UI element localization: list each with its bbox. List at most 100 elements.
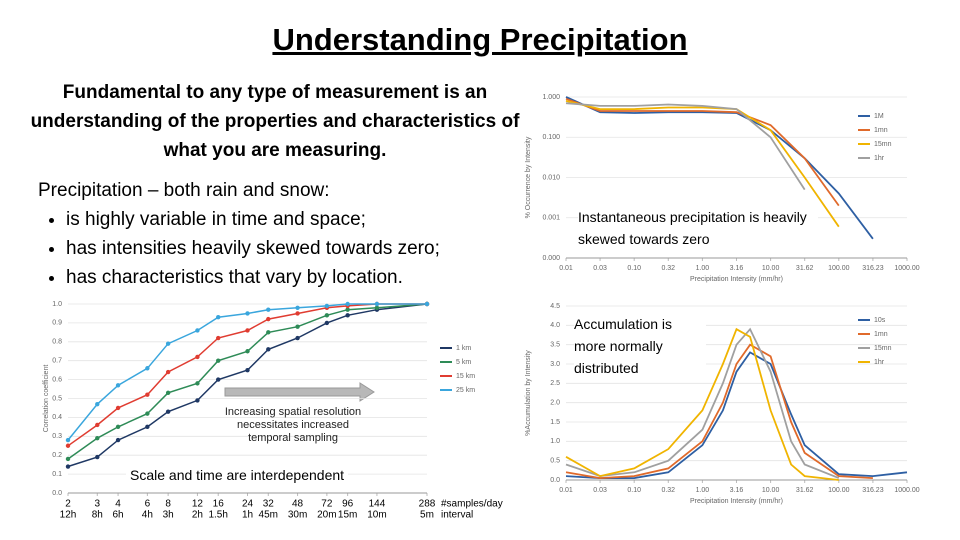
x-tick-label: 3.16 (730, 265, 744, 272)
x-tick-label: 0.03 (593, 487, 607, 494)
x-tick-label: 10.00 (762, 487, 780, 494)
point (245, 349, 250, 354)
y-tick-label: 3.5 (550, 342, 560, 349)
point (65, 464, 71, 469)
legend-label: 15mn (874, 141, 892, 148)
x-tick-label: 24 (242, 499, 254, 510)
x-tick-label: 0.32 (661, 487, 675, 494)
x-tick-label: 0.10 (627, 487, 641, 494)
x-tick-label: 144 (369, 499, 386, 510)
x-tick-label: 12 (192, 499, 204, 510)
point (245, 328, 250, 333)
arrow (224, 382, 375, 402)
y-tick-label: 0.001 (542, 215, 560, 222)
x-tick-label-2: 3h (163, 510, 174, 521)
point (245, 311, 250, 316)
legend-label: 1 km (456, 345, 471, 352)
x-tick-label: 0.01 (559, 265, 573, 272)
point (216, 335, 221, 341)
legend-label: 5 km (456, 359, 471, 366)
y-tick-label: 0.000 (542, 255, 560, 262)
legend-label: 1hr (874, 359, 885, 366)
point (345, 307, 350, 312)
annotation: Scale and time are interdependent (126, 464, 349, 486)
series-line (565, 327, 839, 481)
x-tick-label-2: 5m (420, 510, 434, 521)
y-tick-label: 0.3 (52, 433, 62, 440)
x-tick-label: 6 (145, 499, 151, 510)
legend-label: 15mn (874, 345, 892, 352)
point (295, 324, 300, 329)
point (65, 443, 71, 448)
point (324, 313, 330, 318)
point (65, 456, 71, 462)
series-line (67, 303, 428, 468)
list-heading: Precipitation – both rain and snow: (38, 180, 330, 201)
y-tick-label: 0.6 (52, 376, 62, 383)
y-axis-title: % Occurrence by Intensity (525, 136, 532, 218)
x-tick-label-2: 12h (60, 510, 77, 521)
point (216, 377, 221, 382)
x-tick-label-2: 8h (92, 510, 103, 521)
point (266, 307, 271, 312)
point (165, 409, 171, 414)
point (216, 358, 221, 363)
series-line (565, 351, 908, 479)
point (115, 383, 121, 388)
y-tick-label: 0.4 (52, 414, 62, 421)
point (266, 316, 271, 322)
x-tick-label: 1000.00 (894, 265, 919, 272)
series-line (67, 303, 427, 447)
legend-label: 1M (874, 113, 884, 120)
bullet-list: is highly variable in time and space; ha… (38, 205, 546, 292)
point (345, 313, 350, 318)
point (295, 335, 300, 341)
x-tick-label-2: 20m (317, 510, 336, 521)
annotation: Instantaneous precipitation is heavily s… (578, 206, 818, 250)
x-tick-label-2: 45m (259, 510, 278, 521)
y-tick-label: 0.8 (52, 339, 62, 346)
y-tick-label: 1.5 (550, 419, 560, 426)
point (374, 301, 380, 307)
x-axis-title: Precipitation Intensity (mm/hr) (690, 498, 783, 505)
y-tick-label: 0.5 (52, 395, 62, 402)
x-tick-label-2: 15m (338, 510, 357, 521)
point (424, 301, 430, 307)
x-tick-label: 3 (95, 499, 101, 510)
y-tick-label: 4.5 (550, 303, 560, 310)
x-tick-label: 4 (115, 499, 121, 510)
x-tick-label: 0.32 (661, 265, 675, 272)
point (266, 347, 271, 352)
point (95, 454, 100, 460)
x-tick-label-2: 10m (367, 510, 386, 521)
x-tick-label: 16 (213, 499, 225, 510)
point (295, 311, 300, 316)
y-tick-label: 3.0 (550, 361, 560, 368)
x-tick-label: 288 (419, 499, 436, 510)
x-tick-label: 1.00 (696, 487, 710, 494)
point (165, 341, 171, 346)
x-tick-label: 8 (165, 499, 171, 510)
legend-label: 1mn (874, 331, 888, 338)
y-tick-label: 0.1 (52, 471, 62, 478)
x-tick-label: 0.10 (627, 265, 641, 272)
point (245, 367, 250, 373)
title: Understanding Precipitation (272, 22, 688, 57)
point (115, 405, 121, 411)
x-tick-label: 1.00 (696, 265, 710, 272)
y-tick-label: 0.010 (542, 174, 560, 181)
series-line (67, 303, 428, 460)
x-tick-label-2: 30m (288, 510, 307, 521)
y-tick-label: 1.0 (52, 301, 62, 308)
y-tick-label: 0.0 (550, 477, 560, 484)
x-tick-label: 100.00 (828, 487, 850, 494)
x-tick-label: 31.62 (796, 265, 814, 272)
point (95, 401, 100, 407)
point (115, 437, 121, 443)
point (195, 354, 200, 360)
x-tick-label: 0.01 (559, 487, 573, 494)
series-line (565, 343, 873, 480)
x-tick-label: 72 (321, 499, 333, 510)
x-tick-label-2: 4h (142, 510, 153, 521)
point (195, 381, 200, 386)
